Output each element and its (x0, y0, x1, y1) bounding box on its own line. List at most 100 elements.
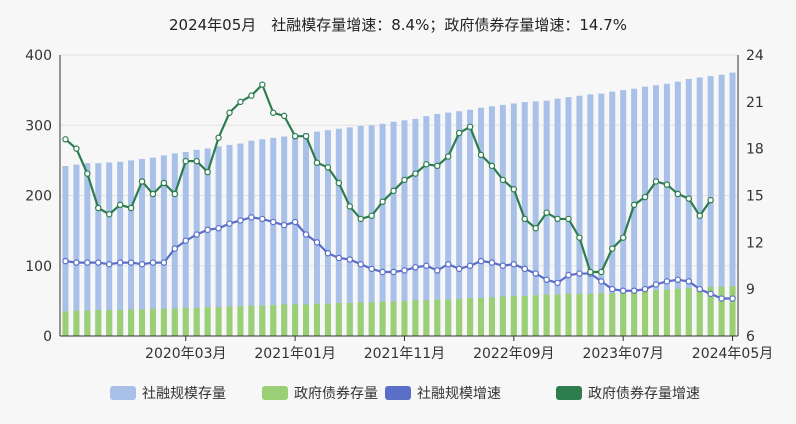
bar-社融规模存量 (324, 130, 331, 336)
point-社融规模增速 (324, 250, 332, 257)
bar-政府债券存量 (313, 303, 320, 336)
bar-社融规模存量 (292, 134, 299, 336)
point-政府债券存量增速 (291, 132, 299, 140)
point-社融规模增速 (368, 265, 375, 273)
point-政府债券存量增速 (84, 170, 91, 177)
chart-title: 2024年05月 社融模存量增速：8.4%；政府债券存量增速：14.7% (168, 16, 628, 34)
point-社融规模增速 (280, 221, 288, 229)
left-tick-label: 0 (43, 329, 52, 345)
point-社融规模增速 (565, 271, 572, 279)
bar-政府债券存量 (576, 293, 583, 336)
point-社融规模增速 (335, 254, 343, 262)
bar-政府债券存量 (149, 308, 156, 336)
bar-社融规模存量 (696, 77, 703, 336)
point-社融规模增速 (291, 218, 299, 226)
left-tick-label: 200 (25, 189, 52, 205)
point-社融规模增速 (390, 268, 397, 276)
point-社融规模增速 (346, 256, 353, 263)
point-政府债券存量增速 (346, 203, 353, 210)
point-政府债券存量增速 (95, 204, 102, 212)
point-政府债券存量增速 (609, 245, 616, 252)
right-tick-label: 9 (746, 282, 755, 298)
point-政府债券存量增速 (390, 187, 397, 195)
point-政府债券存量增速 (696, 212, 703, 219)
point-政府债券存量增速 (357, 215, 364, 223)
bar-政府债券存量 (106, 310, 113, 336)
point-社融规模增速 (204, 226, 211, 234)
bar-社融规模存量 (390, 121, 397, 336)
point-政府债券存量增速 (138, 178, 146, 185)
bar-社融规模存量 (499, 104, 506, 336)
point-政府债券存量增速 (477, 151, 485, 159)
bar-政府债券存量 (707, 286, 714, 336)
point-政府债券存量增速 (521, 215, 528, 223)
bar-政府债券存量 (95, 310, 102, 336)
bar-政府债券存量 (248, 305, 255, 336)
point-社融规模增速 (84, 259, 91, 266)
point-社融规模增速 (106, 260, 113, 268)
point-政府债券存量增速 (445, 153, 452, 160)
bar-政府债券存量 (324, 303, 331, 336)
point-社融规模增速 (455, 265, 463, 273)
bar-政府债券存量 (259, 305, 266, 336)
point-政府债券存量增速 (707, 196, 714, 204)
point-政府债券存量增速 (226, 109, 233, 116)
bar-政府债券存量 (642, 291, 649, 336)
bar-政府债券存量 (193, 307, 200, 336)
bar-政府债券存量 (652, 290, 659, 336)
bar-政府债券存量 (139, 309, 146, 336)
point-社融规模增速 (116, 259, 124, 266)
point-政府债券存量增速 (532, 225, 539, 232)
bar-社融规模存量 (663, 83, 670, 337)
bar-政府债券存量 (696, 287, 703, 336)
point-社融规模增速 (401, 267, 408, 274)
right-tick-label: 6 (746, 329, 755, 345)
bar-社融规模存量 (478, 107, 485, 336)
point-社融规模增速 (521, 265, 528, 273)
bar-政府债券存量 (467, 298, 474, 336)
bar-政府债券存量 (204, 307, 211, 336)
legend-swatch-社融规模增速 (385, 386, 411, 400)
bar-社融规模存量 (488, 106, 495, 336)
right-tick-label: 24 (746, 48, 764, 64)
point-社融规模增速 (499, 262, 507, 269)
bar-政府债券存量 (281, 304, 288, 336)
bar-社融规模存量 (576, 95, 583, 337)
point-政府债券存量增速 (248, 92, 255, 99)
bar-政府债券存量 (237, 306, 244, 336)
bar-社融规模存量 (335, 128, 342, 336)
left-tick-label: 400 (25, 48, 52, 64)
point-政府债券存量增速 (674, 190, 682, 198)
bar-社融规模存量 (642, 86, 649, 336)
bar-政府债券存量 (215, 307, 222, 336)
point-社融规模增速 (270, 218, 277, 226)
bar-政府债券存量 (368, 302, 375, 336)
x-tick-label: 2020年03月 (145, 346, 226, 362)
bar-社融规模存量 (106, 162, 113, 336)
point-社融规模增速 (434, 267, 441, 274)
point-社融规模增速 (412, 264, 419, 271)
point-政府债券存量增速 (565, 215, 572, 223)
bar-社融规模存量 (237, 143, 244, 336)
bar-政府债券存量 (117, 310, 124, 336)
bar-政府债券存量 (379, 301, 386, 336)
bar-政府债券存量 (412, 300, 419, 336)
point-社融规模增速 (630, 287, 638, 294)
bar-政府债券存量 (499, 296, 506, 336)
point-社融规模增速 (466, 262, 474, 269)
point-社融规模增速 (674, 276, 682, 283)
point-政府债券存量增速 (73, 145, 80, 152)
point-政府债券存量增速 (663, 181, 671, 188)
bar-政府债券存量 (685, 288, 692, 336)
bar-社融规模存量 (193, 149, 200, 336)
bar-政府债券存量 (729, 286, 736, 336)
x-tick-label: 2021年01月 (254, 346, 335, 362)
legend-label: 政府债券存量增速 (588, 386, 700, 402)
point-政府债券存量增速 (160, 179, 168, 187)
point-社融规模增速 (641, 285, 649, 293)
bar-社融规模存量 (456, 111, 463, 336)
legend-label: 社融规模存量 (142, 386, 226, 402)
right-tick-label: 15 (746, 189, 764, 205)
point-政府债券存量增速 (116, 201, 124, 209)
bar-社融规模存量 (423, 116, 430, 337)
